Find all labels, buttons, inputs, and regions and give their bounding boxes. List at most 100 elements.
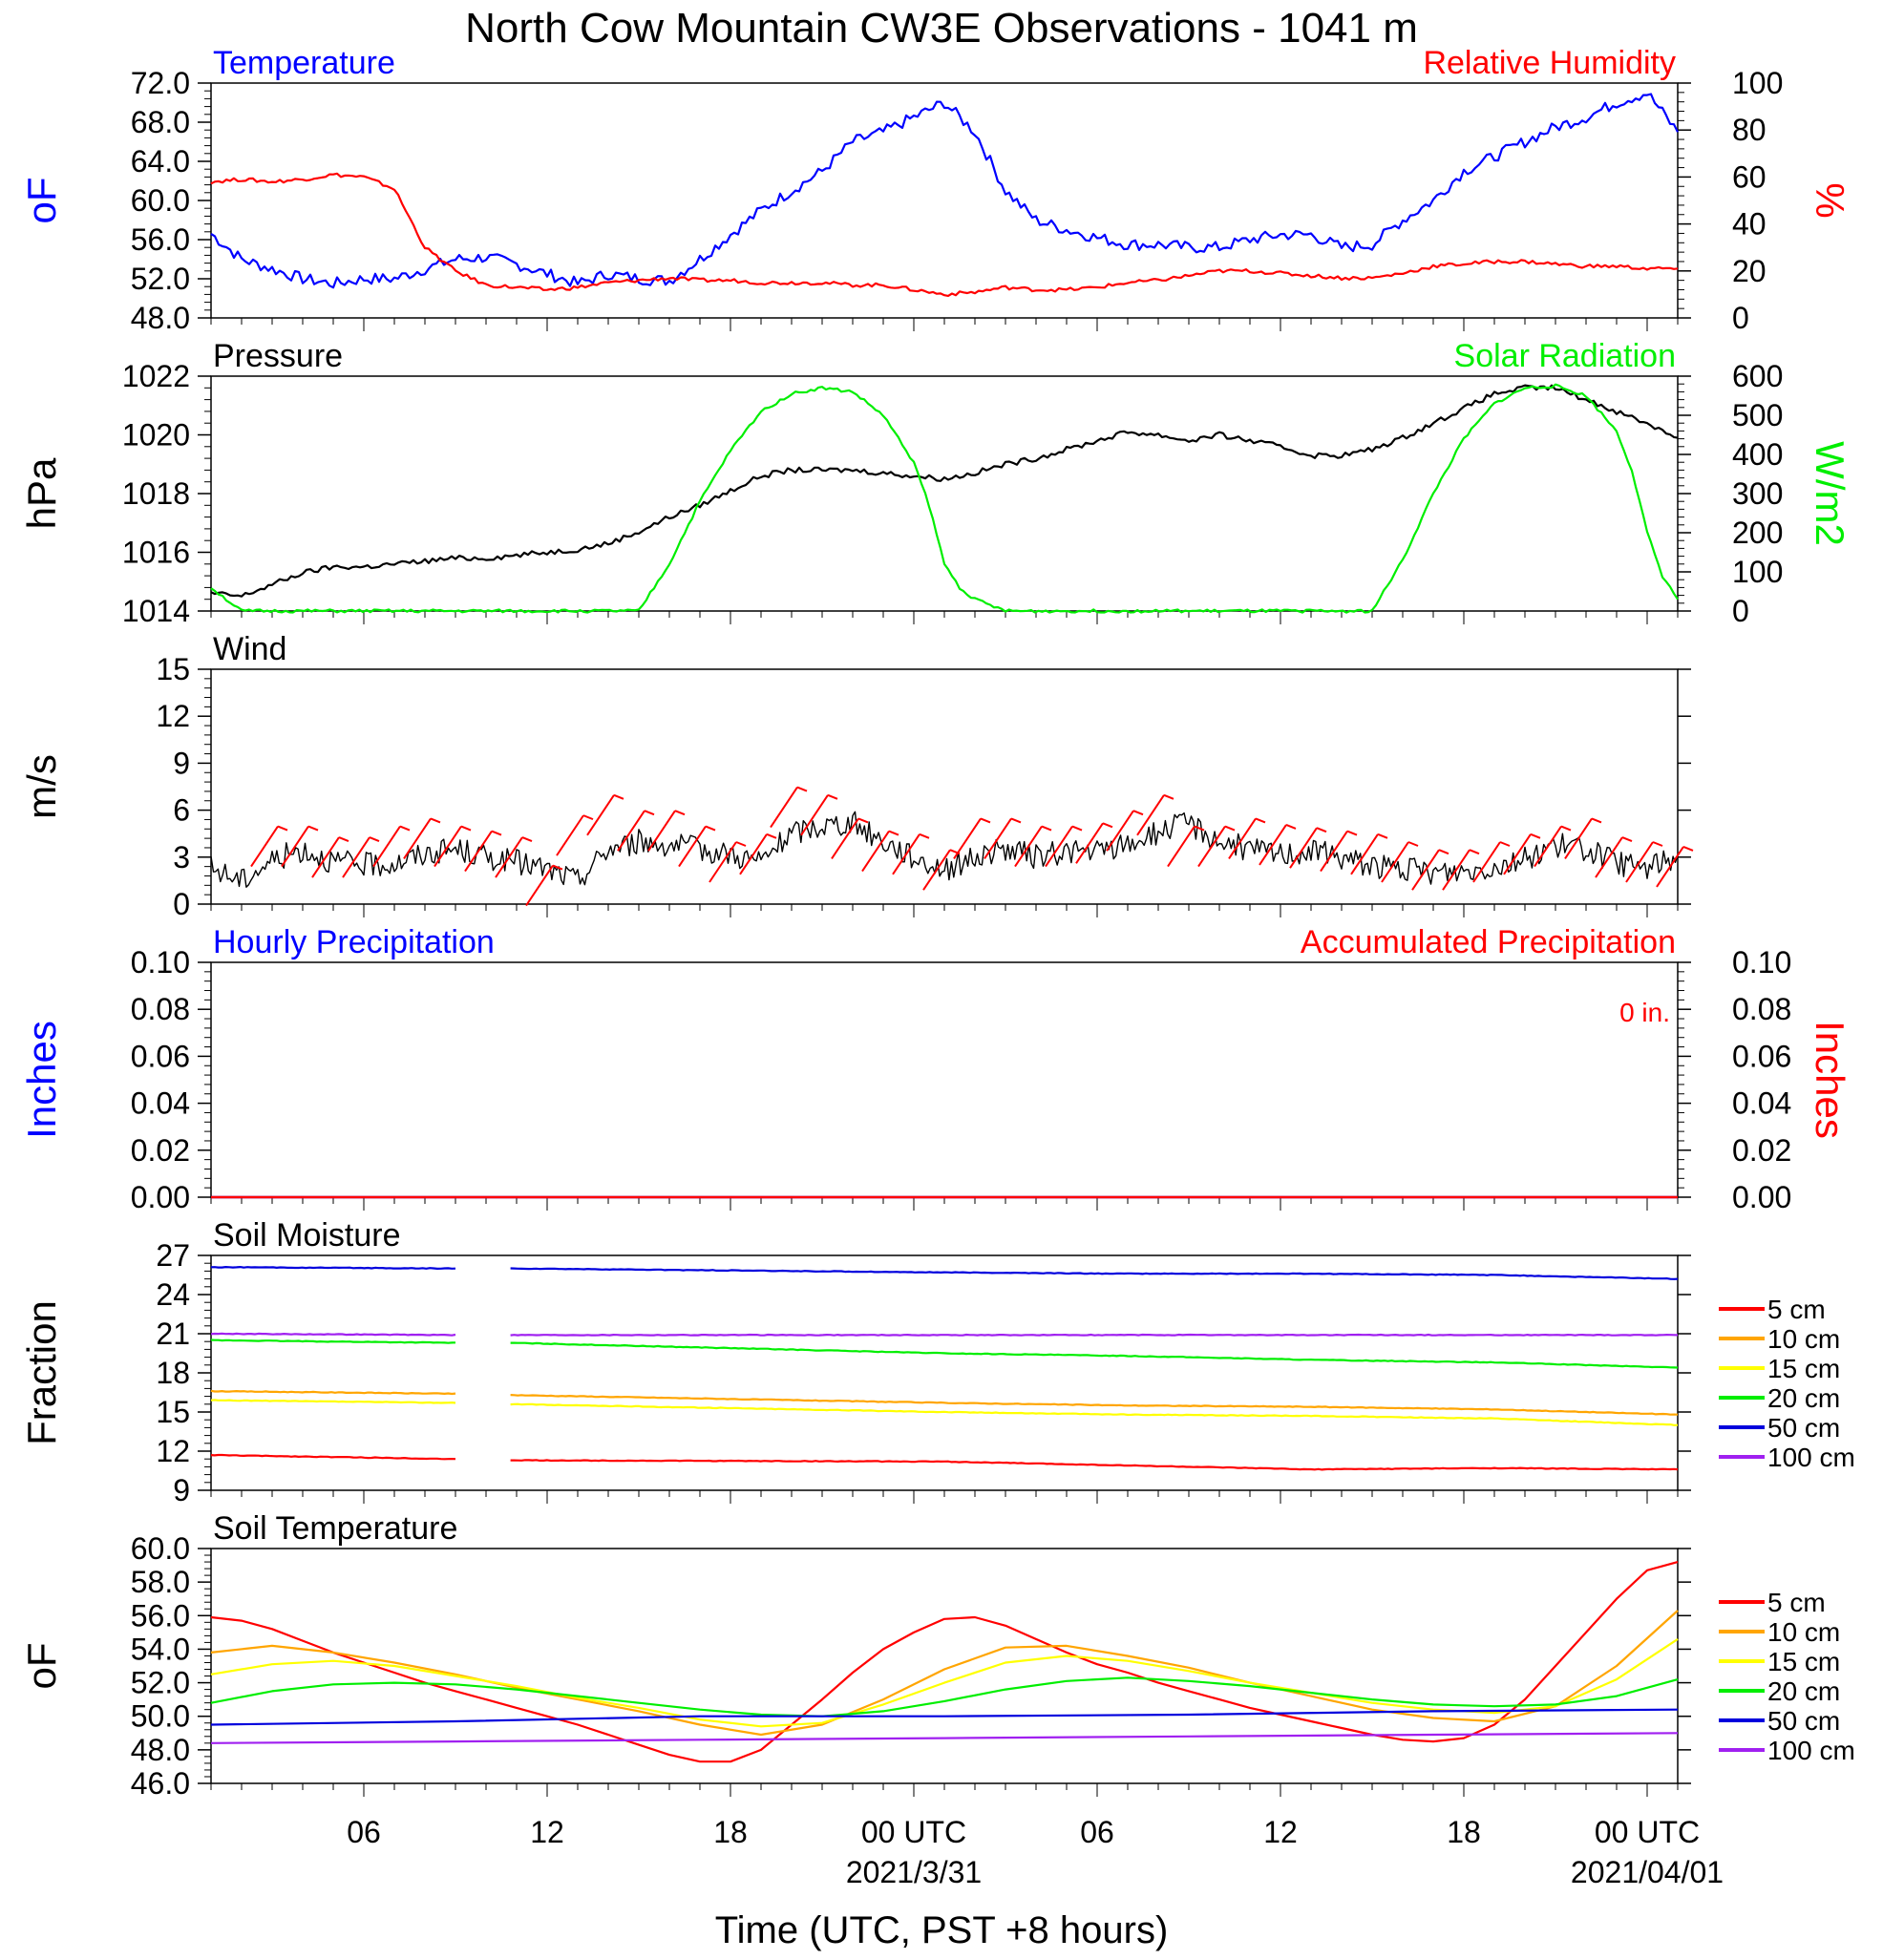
wind-barb [1595,836,1633,878]
series-line-pressure [210,384,1679,598]
series-line-15-cm [210,1637,1679,1728]
right-axis-label: % [1808,182,1852,218]
wind-barb [1014,825,1052,868]
wind-barb [1534,825,1572,868]
wind-barb [709,841,747,883]
wind-barb [1442,849,1480,891]
right-tick-label: 0.00 [1732,1180,1791,1214]
panel-right-title: Accumulated Precipitation [1301,924,1676,960]
series-line-wind [210,811,1679,888]
legend-label: 5 cm [1767,1295,1826,1324]
wind-barb [281,825,319,868]
left-tick-label: 1020 [122,418,190,453]
wind-barb [1075,822,1113,864]
panel-precip: 0.10 0.08 0.06 0.04 0.02 0.00 0.10 0.08 0.06 0.04… [19,924,1852,1214]
legend-label: 50 cm [1767,1706,1840,1736]
wind-barb [556,814,594,856]
wind-barb [647,810,686,852]
left-tick-label: 18 [156,1356,190,1390]
left-tick-label: 3 [173,840,190,875]
legend-entry: 15 cm [1719,1647,1840,1676]
legend-label: 10 cm [1767,1324,1840,1354]
right-tick-label: 20 [1732,254,1767,288]
right-tick-label: 200 [1732,516,1783,550]
accumulation-annotation: 0 in. [1619,998,1670,1027]
wind-barb [434,825,472,868]
legend-label: 50 cm [1767,1413,1840,1443]
left-tick-label: 72.0 [131,66,190,100]
wind-barb [1320,830,1358,873]
series-line-20-cm [210,1338,1679,1369]
left-tick-label: 60.0 [131,1531,190,1566]
right-tick-label: 60 [1732,159,1767,194]
right-tick-label: 600 [1732,359,1783,393]
x-tick-label: 00 UTC [861,1815,966,1849]
wind-barb [525,864,563,907]
right-tick-label: 0 [1732,594,1749,628]
panel-frame [210,82,1679,319]
wind-barb [617,810,655,852]
left-tick-label: 27 [156,1238,190,1273]
wind-barb [1197,825,1236,868]
series-line-50-cm [210,1266,1679,1280]
wind-barb [1350,832,1388,875]
left-axis-label: oF [19,177,64,223]
left-tick-label: 1014 [122,594,190,628]
wind-barb [403,817,441,859]
legend-label: 20 cm [1767,1676,1840,1706]
panel-soil_temp: 60.058.056.054.052.050.048.046.0 Soil Tem… [19,1510,1855,1801]
left-tick-label: 46.0 [131,1766,190,1801]
x-tick-label: 12 [1263,1815,1298,1849]
right-tick-label: 100 [1732,555,1783,589]
left-tick-label: 60.0 [131,183,190,218]
panel-left-title: Pressure [213,338,343,374]
panel-left-title: Temperature [213,45,395,81]
figure-title: North Cow Mountain CW3E Observations - 1… [465,5,1418,52]
legend-label: 20 cm [1767,1383,1840,1413]
wind-barb [586,793,624,836]
left-tick-label: 0.04 [131,1086,190,1121]
right-tick-label: 0.04 [1732,1086,1791,1121]
wind-barb [861,830,899,873]
right-tick-label: 400 [1732,437,1783,472]
wind-barb [1045,825,1083,868]
legend-entry: 20 cm [1719,1676,1840,1706]
panel-left-title: Hourly Precipitation [213,924,495,960]
x-tick-label: 18 [713,1815,748,1849]
left-axis-label: Inches [19,1021,64,1139]
left-tick-label: 50.0 [131,1699,190,1734]
legend-label: 100 cm [1767,1443,1855,1472]
x-axis-label: Time (UTC, PST +8 hours) [715,1909,1169,1951]
wind-barb [1564,817,1602,859]
right-tick-label: 100 [1732,66,1783,100]
wind-barb [1106,810,1144,852]
panel-press_solar: 1022 1020 1018 1016 1014 600 500 400 300 200 100 0 P… [19,338,1852,628]
legend-entry: 50 cm [1719,1413,1840,1443]
left-tick-label: 12 [156,1434,190,1468]
x-tick-label: 12 [530,1815,564,1849]
series-line-10-cm [210,1389,1679,1416]
right-axis-label: W/m2 [1808,441,1852,546]
series-line-5-cm [210,1561,1679,1763]
wind-barb [342,836,380,878]
wind-barb [311,836,349,878]
left-tick-label: 9 [173,1473,190,1507]
series-line-100-cm [210,1732,1679,1744]
legend-entry: 100 cm [1719,1736,1855,1765]
right-tick-label: 0.10 [1732,945,1791,980]
wind-barb [953,817,991,859]
left-tick-label: 12 [156,699,190,733]
right-tick-label: 0.08 [1732,992,1791,1026]
legend-entry: 20 cm [1719,1383,1840,1413]
wind-barb [1259,824,1297,866]
series-line-100-cm [210,1332,1679,1337]
right-axis-label: Inches [1808,1021,1852,1139]
left-tick-label: 54.0 [131,1632,190,1666]
x-tick-label: 18 [1447,1815,1481,1849]
left-axis-label: Fraction [19,1300,64,1445]
left-tick-label: 58.0 [131,1565,190,1599]
left-tick-label: 0.06 [131,1039,190,1073]
left-tick-label: 24 [156,1277,190,1312]
panel-frame [210,1548,1679,1784]
